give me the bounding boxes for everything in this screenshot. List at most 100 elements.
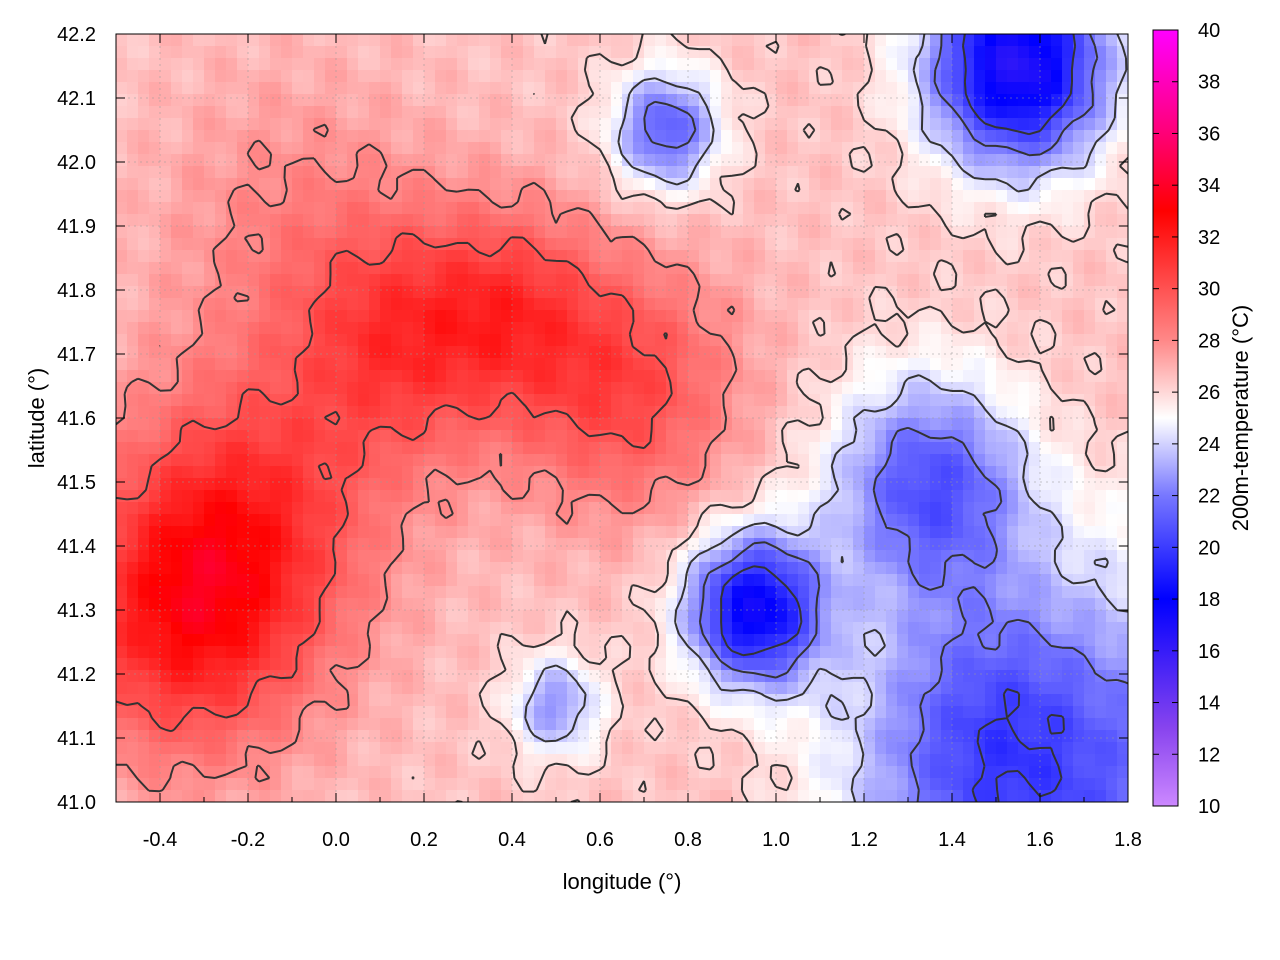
heat-cell — [149, 358, 161, 371]
heat-cell — [611, 214, 623, 227]
heat-cell — [226, 634, 238, 647]
heat-cell — [545, 226, 557, 239]
heat-cell — [644, 442, 656, 455]
heat-cell — [149, 502, 161, 515]
heat-cell — [655, 514, 667, 527]
heat-cell — [578, 214, 590, 227]
heat-cell — [171, 106, 183, 119]
heat-cell — [1018, 454, 1030, 467]
heat-cell — [765, 34, 777, 47]
heat-cell — [292, 346, 304, 359]
heat-cell — [864, 46, 876, 59]
heat-cell — [259, 178, 271, 191]
heat-cell — [138, 370, 150, 383]
heat-cell — [424, 82, 436, 95]
heat-cell — [457, 514, 469, 527]
heat-cell — [127, 34, 139, 47]
heat-cell — [237, 478, 249, 491]
heat-cell — [193, 226, 205, 239]
heat-cell — [831, 418, 843, 431]
heat-cell — [864, 82, 876, 95]
heat-cell — [1117, 670, 1128, 683]
heat-cell — [391, 478, 403, 491]
heat-cell — [875, 382, 887, 395]
heat-cell — [446, 406, 458, 419]
heat-cell — [655, 622, 667, 635]
heat-cell — [116, 214, 128, 227]
heat-cell — [556, 178, 568, 191]
heat-cell — [501, 394, 513, 407]
heat-cell — [171, 490, 183, 503]
heat-cell — [127, 58, 139, 71]
heat-cell — [226, 106, 238, 119]
heat-cell — [1095, 262, 1107, 275]
heat-cell — [875, 238, 887, 251]
heat-cell — [1117, 82, 1128, 95]
heat-cell — [919, 586, 931, 599]
heat-cell — [545, 382, 557, 395]
heat-cell — [270, 682, 282, 695]
heat-cell — [666, 34, 678, 47]
heat-cell — [1106, 178, 1118, 191]
heat-cell — [402, 358, 414, 371]
heat-cell — [996, 382, 1008, 395]
heat-cell — [908, 418, 920, 431]
heat-cell — [963, 502, 975, 515]
heat-cell — [358, 214, 370, 227]
heat-cell — [732, 274, 744, 287]
heat-cell — [831, 646, 843, 659]
heat-cell — [666, 70, 678, 83]
heat-cell — [787, 46, 799, 59]
heat-cell — [380, 202, 392, 215]
heat-cell — [270, 346, 282, 359]
heat-cell — [919, 250, 931, 263]
heat-cell — [677, 502, 689, 515]
heat-cell — [1062, 646, 1074, 659]
heat-cell — [721, 562, 733, 575]
heat-cell — [116, 322, 128, 335]
heat-cell — [182, 34, 194, 47]
heat-cell — [314, 394, 326, 407]
heat-cell — [479, 58, 491, 71]
heat-cell — [578, 406, 590, 419]
heat-cell — [446, 346, 458, 359]
heat-cell — [622, 298, 634, 311]
heat-cell — [545, 322, 557, 335]
heat-cell — [1007, 214, 1019, 227]
heat-cell — [457, 634, 469, 647]
heat-cell — [666, 250, 678, 263]
heat-cell — [985, 370, 997, 383]
heat-cell — [732, 562, 744, 575]
heat-cell — [655, 502, 667, 515]
heat-cell — [325, 586, 337, 599]
heat-cell — [919, 202, 931, 215]
heat-cell — [567, 478, 579, 491]
heat-cell — [644, 634, 656, 647]
heat-cell — [237, 514, 249, 527]
heat-cell — [545, 454, 557, 467]
heat-cell — [281, 598, 293, 611]
heat-cell — [369, 574, 381, 587]
heat-cell — [787, 286, 799, 299]
heat-cell — [996, 70, 1008, 83]
heat-cell — [1029, 550, 1041, 563]
heat-cell — [578, 442, 590, 455]
heat-cell — [743, 286, 755, 299]
heat-cell — [501, 622, 513, 635]
heat-cell — [776, 358, 788, 371]
heat-cell — [402, 454, 414, 467]
heat-cell — [182, 286, 194, 299]
heat-cell — [281, 154, 293, 167]
heat-cell — [963, 202, 975, 215]
heat-cell — [611, 538, 623, 551]
heat-cell — [160, 658, 172, 671]
heat-cell — [468, 406, 480, 419]
heat-cell — [600, 430, 612, 443]
heat-cell — [842, 394, 854, 407]
heat-cell — [336, 202, 348, 215]
heat-cell — [633, 178, 645, 191]
heat-cell — [853, 346, 865, 359]
heat-cell — [710, 178, 722, 191]
heat-cell — [1062, 238, 1074, 251]
heat-cell — [248, 274, 260, 287]
